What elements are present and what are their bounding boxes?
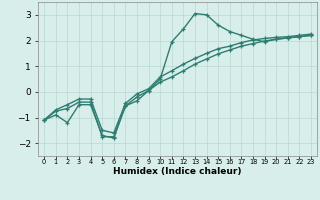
X-axis label: Humidex (Indice chaleur): Humidex (Indice chaleur)	[113, 167, 242, 176]
